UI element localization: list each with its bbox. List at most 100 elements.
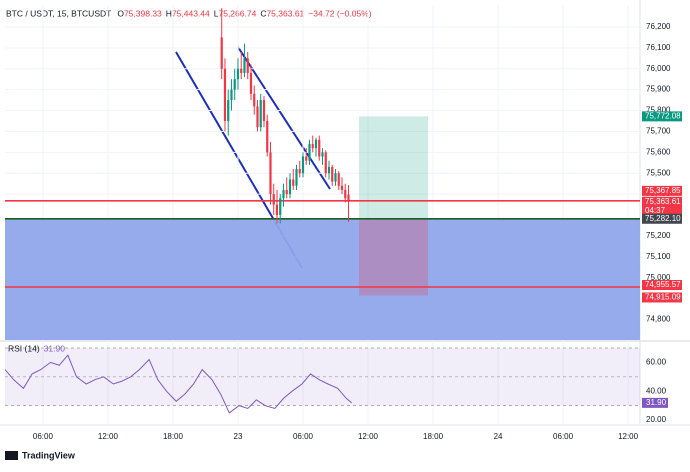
candle-body: [292, 179, 295, 186]
x-tick-label: 18:00: [423, 432, 444, 441]
candle-body: [301, 156, 305, 174]
candle-body: [246, 58, 249, 73]
candle-body: [347, 194, 350, 202]
y-tick-label: 75,600: [646, 147, 671, 156]
header: BTC / USDT, 15, BTCUSDT O 75,398.33 H 75,44…: [6, 8, 372, 18]
candle-body: [324, 152, 327, 174]
rsi-band: [5, 348, 640, 406]
y-tick-label: 75,100: [646, 252, 671, 261]
price-label-box: [642, 213, 682, 224]
ohlc-key: C: [260, 8, 266, 18]
candle-body: [262, 100, 266, 121]
y-tick-label: 76,000: [646, 64, 671, 73]
y-tick-label: 75,700: [646, 127, 671, 136]
candle-body: [331, 166, 334, 182]
price-label-box: [642, 280, 682, 291]
y-tick-label: 74,800: [646, 315, 671, 324]
candle-body: [230, 89, 233, 101]
x-tick-label: 23: [234, 432, 243, 441]
candle-body: [249, 72, 253, 94]
rsi-last-label: 31.90: [646, 398, 667, 407]
candle-body: [266, 120, 269, 153]
channel-line: [237, 46, 331, 190]
candle-body: [295, 169, 298, 186]
footer-logo: TradingView: [22, 450, 76, 460]
ohlc-value: 75,363.61: [266, 8, 304, 18]
rsi-tick-label: 60.00: [646, 358, 667, 367]
rsi-tick-label: 40.00: [646, 386, 667, 395]
candle-body: [279, 198, 282, 216]
candle-body: [340, 185, 344, 190]
zone: [5, 218, 640, 340]
x-tick-label: 12:00: [358, 432, 379, 441]
candle-body: [240, 68, 243, 73]
candle-body: [220, 37, 223, 69]
candle-body: [269, 152, 272, 195]
price-label: 75,772.08: [645, 111, 681, 120]
candle-body: [334, 173, 337, 182]
change: −34.72 (−0.05%): [308, 8, 371, 18]
rsi-last: 31.90: [44, 343, 66, 353]
candle-body: [298, 169, 301, 174]
y-tick-label: 75,500: [646, 168, 671, 177]
price-label-box: [642, 111, 682, 122]
rsi-title: RSI (14): [8, 343, 40, 353]
x-tick-label: 06:00: [33, 432, 54, 441]
y-tick-label: 75,900: [646, 85, 671, 94]
ohlc-key: H: [166, 8, 172, 18]
countdown: 04:37: [645, 206, 666, 215]
x-tick-label: 24: [494, 432, 503, 441]
price-label: 74,955.57: [645, 280, 681, 289]
candle-body: [256, 106, 259, 128]
candle-body: [223, 68, 227, 121]
x-tick-label: 06:00: [293, 432, 314, 441]
candle-body: [337, 173, 340, 186]
x-tick-label: 18:00: [163, 432, 184, 441]
price-label-box: [642, 185, 682, 196]
candle-body: [233, 79, 236, 90]
price-label: 75,367.85: [645, 186, 681, 195]
x-tick-label: 12:00: [98, 432, 119, 441]
ohlc-key: L: [214, 8, 219, 18]
price-label: 75,282.10: [645, 214, 681, 223]
price-label-box: [642, 196, 682, 216]
x-tick-label: 06:00: [553, 432, 574, 441]
y-tick-label: 75,000: [646, 273, 671, 282]
candle-body: [321, 152, 324, 157]
candle-body: [318, 139, 321, 157]
rsi-line: [4, 354, 353, 414]
logo-icon: [5, 451, 18, 460]
candle-body: [314, 139, 318, 149]
stop-box: [359, 218, 428, 296]
rsi-tick-label: 20.00: [646, 415, 667, 424]
candle-body: [227, 100, 230, 121]
price-label: 74,915.09: [645, 293, 681, 302]
price-label: 75,363.61: [645, 197, 681, 206]
candle-body: [305, 156, 308, 161]
candle-body: [311, 143, 314, 149]
candle-body: [275, 204, 279, 216]
candle-body: [236, 68, 240, 80]
price-label-box: [642, 292, 682, 303]
rsi-last-box: [642, 397, 668, 408]
ohlc-key: O: [117, 8, 124, 18]
y-tick-label: 76,200: [646, 22, 671, 31]
target-box: [359, 116, 428, 219]
ohlc-value: 75,443.44: [172, 8, 210, 18]
candle-body: [344, 189, 347, 199]
candle-body: [282, 189, 285, 199]
candle-body: [253, 93, 256, 107]
symbol: BTC / USDT, 15, BTCUSDT: [6, 8, 111, 18]
candle-body: [327, 166, 331, 174]
candle-body: [243, 58, 246, 73]
candle-body: [272, 194, 275, 205]
y-tick-label: 75,200: [646, 231, 671, 240]
y-tick-label: 75,800: [646, 106, 671, 115]
y-tick-label: 76,100: [646, 43, 671, 52]
candle-body: [259, 100, 262, 128]
candle-body: [308, 143, 311, 161]
candle-body: [285, 189, 288, 195]
candle-body: [288, 179, 292, 195]
ohlc-value: 75,398.33: [124, 8, 162, 18]
